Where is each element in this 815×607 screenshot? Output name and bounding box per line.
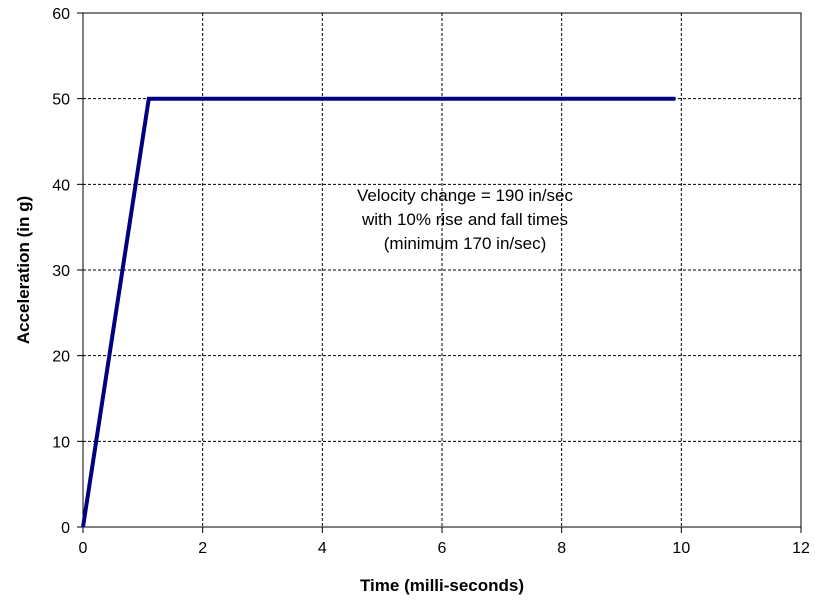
y-tick-label: 40	[52, 177, 70, 194]
y-tick-label: 0	[61, 520, 70, 537]
x-tick-label: 6	[438, 540, 447, 557]
x-tick-label: 2	[198, 540, 207, 557]
series-line	[81, 96, 676, 528]
x-tick-label: 4	[318, 540, 327, 557]
y-axis-title: Acceleration (in g)	[14, 196, 33, 344]
annotation-line-2: with 10% rise and fall times	[361, 210, 568, 229]
y-tick-label: 20	[52, 349, 70, 366]
annotation-line-1: Velocity change = 190 in/sec	[357, 186, 573, 205]
y-axis-ticks: 0 10 20 30 40 50 60	[52, 6, 83, 537]
x-tick-label: 0	[79, 540, 88, 557]
x-tick-label: 8	[557, 540, 566, 557]
annotation-line-3: (minimum 170 in/sec)	[384, 234, 547, 253]
y-tick-label: 30	[52, 263, 70, 280]
series-layer	[81, 96, 676, 528]
x-tick-label: 12	[792, 540, 810, 557]
y-tick-label: 60	[52, 6, 70, 23]
y-tick-label: 50	[52, 92, 70, 109]
x-tick-label: 10	[672, 540, 690, 557]
x-axis-ticks: 0 2 4 6 8 10 12	[79, 527, 810, 557]
y-tick-label: 10	[52, 434, 70, 451]
grid-lines	[83, 13, 801, 527]
x-axis-title: Time (milli-seconds)	[360, 576, 524, 595]
